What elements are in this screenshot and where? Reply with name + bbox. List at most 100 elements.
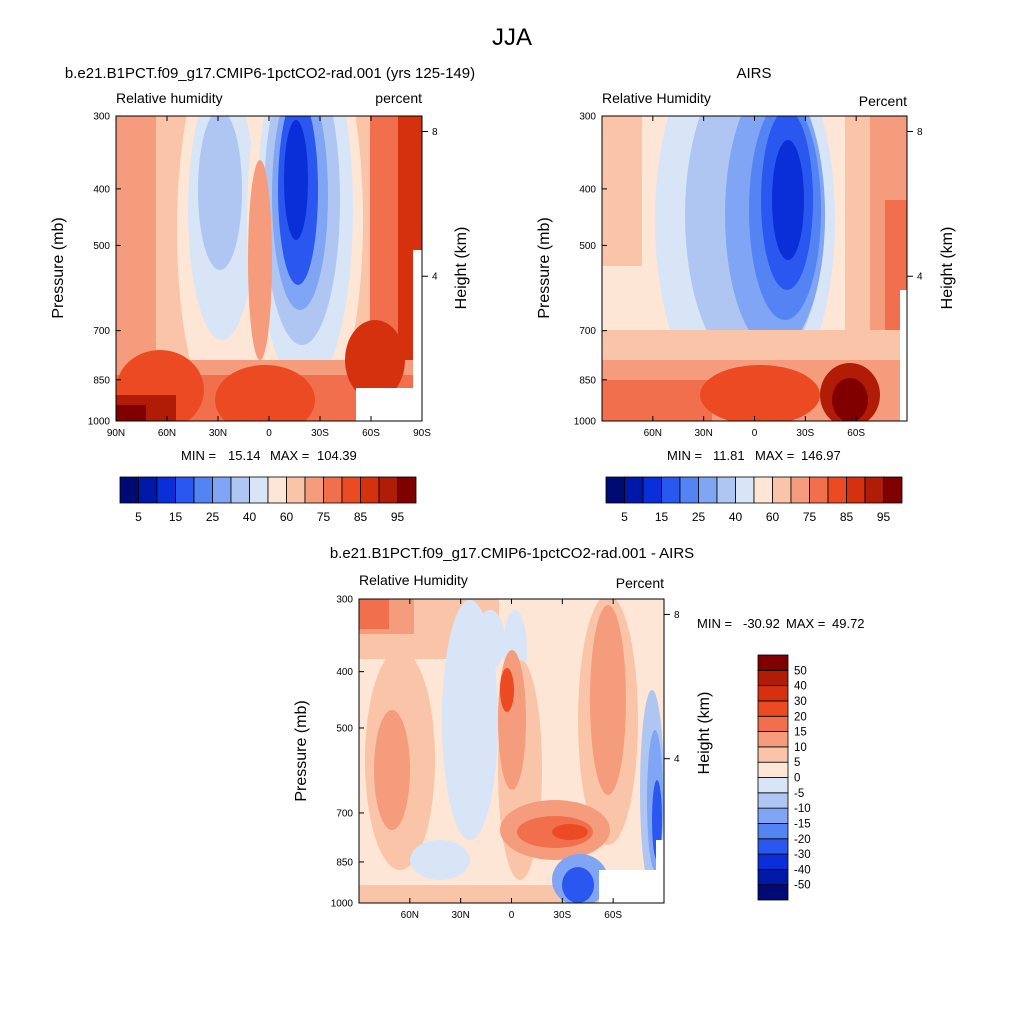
colorbar-label: 75: [317, 510, 331, 524]
colorbar-swatch: [753, 476, 773, 504]
panel-model: b.e21.B1PCT.f09_g17.CMIP6-1pctCO2-rad.00…: [50, 65, 475, 524]
colorbar-label: 40: [729, 510, 743, 524]
field-band: [590, 605, 626, 795]
colorbar-label: 75: [803, 510, 817, 524]
colorbar-swatch: [757, 761, 789, 778]
colorbar-swatch: [757, 654, 789, 671]
colorbar-swatch: [698, 476, 718, 504]
colorbar-swatch: [757, 823, 789, 840]
colorbar-swatch: [156, 476, 176, 504]
colorbar-label: -50: [794, 880, 811, 892]
x-tick-label: 30S: [311, 428, 329, 439]
field-band: [602, 116, 642, 266]
colorbar-label: 5: [621, 510, 628, 524]
colorbar-swatch: [757, 700, 789, 717]
panel-model-title: b.e21.B1PCT.f09_g17.CMIP6-1pctCO2-rad.00…: [65, 65, 475, 82]
colorbar-label: 85: [840, 510, 854, 524]
panel-airs-xticks: 60N 30N 0 30S 60S: [644, 116, 865, 439]
colorbar-label: 25: [692, 510, 706, 524]
colorbar-swatch: [267, 476, 287, 504]
panel-diff-max-label: MAX =: [786, 616, 825, 631]
panel-airs-colorbar: 5 15 25 40 60 75 85 95: [605, 476, 903, 524]
colorbar-swatch: [757, 731, 789, 748]
x-tick-label: 90N: [107, 428, 125, 439]
colorbar-swatch: [341, 476, 361, 504]
colorbar-swatch: [735, 476, 755, 504]
colorbar-swatch: [757, 792, 789, 809]
colorbar-swatch: [772, 476, 792, 504]
colorbar-label: -10: [794, 803, 811, 815]
x-tick-label: 0: [266, 428, 272, 439]
panel-diff-xticks: 60N 30N 0 30S 60S: [401, 599, 622, 921]
panel-model-max-label: MAX =: [270, 448, 309, 463]
colorbar-label: -40: [794, 864, 811, 876]
colorbar-swatch: [790, 476, 810, 504]
y-tick-label: 700: [579, 326, 596, 337]
y-tick-label: 300: [579, 112, 596, 123]
panel-diff-max-value: 49.72: [832, 616, 865, 631]
field-band: [284, 120, 308, 240]
panel-model-yticks: 300 400 500 700 850 1000: [88, 112, 121, 428]
x-tick-label: 30S: [553, 910, 571, 921]
panel-airs-subtitle-left: Relative Humidity: [602, 90, 711, 106]
field-band: [345, 320, 405, 400]
colorbar-label: 10: [794, 742, 807, 754]
panel-airs-max-label: MAX =: [755, 448, 794, 463]
colorbar-label: 40: [243, 510, 257, 524]
colorbar-label: 25: [206, 510, 220, 524]
colorbar-swatch: [827, 476, 847, 504]
x-tick-label: 0: [752, 428, 758, 439]
field-band: [410, 840, 470, 880]
colorbar-label: 5: [794, 757, 800, 769]
panel-airs: AIRS Relative Humidity Percent Pressure …: [536, 65, 956, 524]
colorbar-label: 15: [169, 510, 183, 524]
colorbar-swatch: [757, 884, 789, 901]
colorbar-swatch: [624, 476, 644, 504]
colorbar-swatch: [757, 669, 789, 687]
colorbar-label: -15: [794, 818, 811, 830]
colorbar-swatch: [212, 476, 232, 504]
panel-diff-ylabel: Pressure (mb): [293, 700, 310, 801]
colorbar-swatch: [757, 685, 789, 702]
panel-airs-yticks: 300 400 500 700 850 1000: [574, 112, 607, 428]
field-band: [116, 405, 146, 421]
colorbar-swatch: [138, 476, 158, 504]
x-tick-label: 0: [509, 910, 515, 921]
colorbar-label: 95: [877, 510, 891, 524]
colorbar-swatch: [397, 476, 417, 504]
colorbar-swatch: [175, 476, 195, 504]
y-tick-label: 500: [93, 241, 110, 252]
colorbar-swatch: [809, 476, 829, 504]
y-tick-label: 700: [93, 326, 110, 337]
x-tick-label: 30N: [209, 428, 227, 439]
panel-model-min-label: MIN =: [181, 448, 216, 463]
colorbar-swatch: [323, 476, 343, 504]
colorbar-label: -20: [794, 834, 811, 846]
field-band: [552, 824, 588, 840]
y2-tick-label: 4: [917, 272, 923, 283]
y2-tick-label: 8: [917, 127, 923, 138]
panel-airs-min-label: MIN =: [667, 448, 702, 463]
y-tick-label: 850: [579, 375, 596, 386]
panel-airs-y2label: Height (km): [939, 227, 956, 310]
figure-title: JJA: [492, 24, 532, 51]
colorbar-swatch: [757, 715, 789, 732]
x-tick-label: 60S: [847, 428, 865, 439]
field-band: [498, 650, 526, 790]
field-band: [198, 116, 242, 270]
colorbar-label: 60: [766, 510, 780, 524]
panel-airs-min-value: 11.81: [713, 448, 745, 463]
colorbar-swatch: [304, 476, 324, 504]
x-tick-label: 30S: [796, 428, 814, 439]
colorbar-swatch: [757, 853, 789, 870]
colorbar-swatch: [679, 476, 699, 504]
y-tick-label: 400: [336, 667, 353, 678]
y-tick-label: 1000: [88, 417, 111, 428]
panel-diff-min-label: MIN =: [697, 616, 732, 631]
colorbar-label: -30: [794, 849, 811, 861]
x-tick-label: 90S: [413, 428, 431, 439]
field-band: [700, 365, 820, 421]
x-tick-label: 60S: [362, 428, 380, 439]
colorbar-swatch: [757, 868, 789, 886]
colorbar-swatch: [757, 746, 789, 763]
